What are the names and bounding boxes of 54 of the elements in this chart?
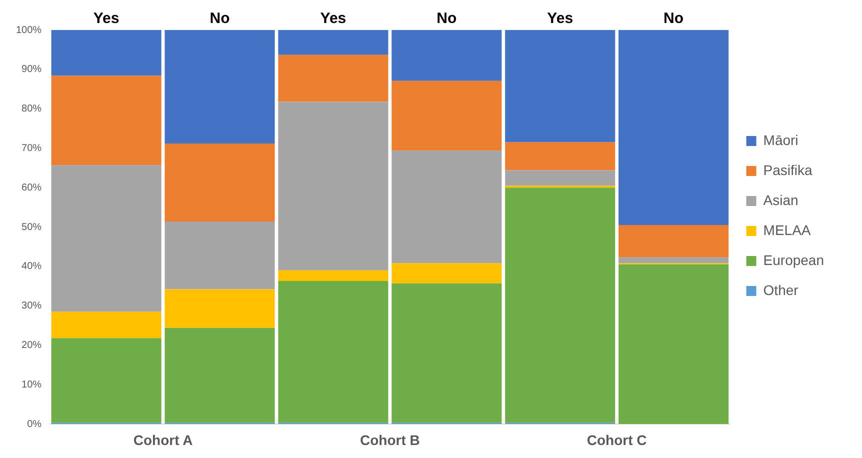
bar: [164, 30, 275, 144]
bar: [164, 289, 275, 328]
text: Cohort B: [360, 432, 420, 448]
y-tick-label: 40%: [22, 261, 42, 272]
x-tick-label: Yes: [93, 10, 120, 28]
bar: [278, 54, 388, 102]
y-tick-label: 90%: [22, 64, 42, 76]
bar: [392, 283, 502, 423]
bar: [278, 102, 388, 270]
y-tick-label: 20%: [22, 340, 42, 351]
text: Cohort C: [586, 432, 647, 448]
legend-label: European: [763, 252, 824, 268]
legend-label: Other: [763, 282, 799, 298]
x-tick-label: No: [664, 10, 684, 28]
bar: [164, 221, 275, 290]
bar: [392, 30, 502, 81]
bar: [392, 150, 502, 264]
legend-label: Pasifika: [763, 162, 813, 178]
y-tick-label: 80%: [22, 104, 42, 115]
bar: [392, 263, 502, 284]
bar: [51, 165, 162, 312]
x-tick-label: No: [210, 10, 230, 28]
bar: [618, 30, 729, 226]
y-tick-label: 10%: [22, 379, 42, 390]
bar: [505, 188, 616, 423]
y-tick-label: 100%: [16, 24, 42, 36]
bar: [392, 80, 502, 151]
bar: [51, 338, 162, 423]
x-tick-label: Yes: [547, 10, 574, 28]
bar: [618, 264, 729, 424]
legend-label: MELAA: [763, 222, 812, 238]
bar: [505, 30, 616, 142]
bar: [618, 257, 729, 264]
x-tick-label: No: [436, 10, 457, 28]
x-tick-label: Yes: [320, 10, 346, 28]
bar: [51, 76, 162, 166]
bar: [164, 328, 275, 423]
y-tick-label: 30%: [22, 300, 42, 312]
legend-label: Asian: [763, 192, 798, 208]
bar: [278, 30, 388, 55]
bar: [51, 312, 162, 338]
y-tick-label: 60%: [22, 182, 42, 194]
bar: [505, 142, 616, 170]
text: Cohort A: [133, 432, 193, 448]
bar: [278, 270, 388, 281]
y-tick-label: 50%: [22, 222, 42, 233]
legend-label: Māori: [763, 132, 798, 148]
y-tick-label: 70%: [22, 142, 42, 154]
y-tick-label: 0%: [27, 418, 42, 430]
bar: [51, 30, 162, 76]
bar: [278, 280, 388, 423]
bar: [505, 170, 616, 186]
bar: [164, 143, 275, 222]
bar: [618, 225, 729, 258]
